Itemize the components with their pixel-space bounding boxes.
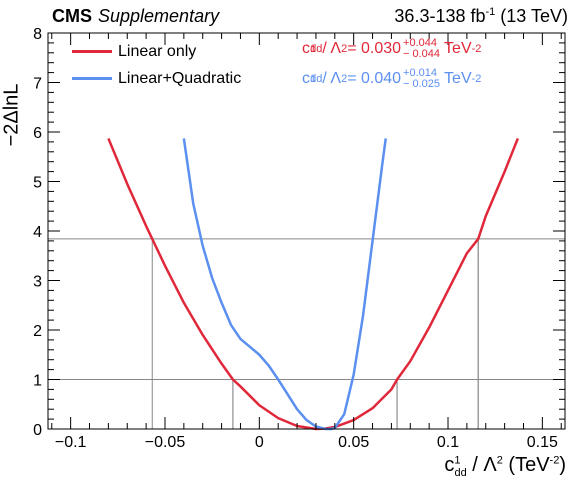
y-tick-label: 0: [33, 422, 42, 439]
y-tick-label: 4: [33, 224, 42, 241]
lumi-value: 36.3-138 fb: [394, 6, 486, 26]
series-linear-only: [107, 137, 519, 431]
supplementary-label: Supplementary: [98, 6, 220, 26]
x-tick-label: 0: [255, 434, 264, 451]
plot-frame: [47, 32, 566, 430]
lumi-exponent: -1: [485, 6, 496, 18]
y-tick-label: 5: [33, 175, 42, 192]
x-tick-label: 0.15: [527, 434, 558, 451]
y-tick-label: 6: [33, 125, 42, 142]
y-axis-label: −2ΔlnL: [0, 83, 23, 147]
y-tick-label: 1: [33, 373, 42, 390]
x-tick-label: 0.05: [338, 434, 369, 451]
x-tick-label: −0.1: [55, 434, 87, 451]
experiment-label: CMS: [52, 6, 92, 26]
x-tick-label: 0.1: [437, 434, 459, 451]
legend-label-quadratic: Linear+Quadratic: [118, 70, 242, 87]
luminosity-label: 36.3-138 fb-1 (13 TeV): [394, 6, 568, 27]
legend-label-linear: Linear only: [118, 43, 197, 60]
legend-entry-linear: Linear only: [72, 43, 196, 61]
legend-swatch-linear: [72, 50, 112, 54]
likelihood-curves: [107, 137, 519, 431]
legend-swatch-quadratic: [72, 77, 112, 81]
lumi-energy: (13 TeV): [500, 6, 568, 26]
reference-lines: [48, 238, 565, 429]
series-linear-quadratic: [182, 138, 387, 431]
y-tick-label: 3: [33, 274, 42, 291]
x-axis-label: c1dd / Λ2 (TeV-2): [444, 454, 566, 479]
legend-entry-quadratic: Linear+Quadratic: [72, 70, 241, 88]
x-tick-label: −0.05: [145, 434, 186, 451]
y-tick-label: 2: [33, 323, 42, 340]
y-tick-label: 8: [33, 26, 42, 43]
axis-ticks: −0.1 −0.05 0 0.05 0.1 0.15 0 1 2 3 4 5 6 7 8: [33, 26, 565, 451]
y-tick-label: 7: [33, 76, 42, 93]
